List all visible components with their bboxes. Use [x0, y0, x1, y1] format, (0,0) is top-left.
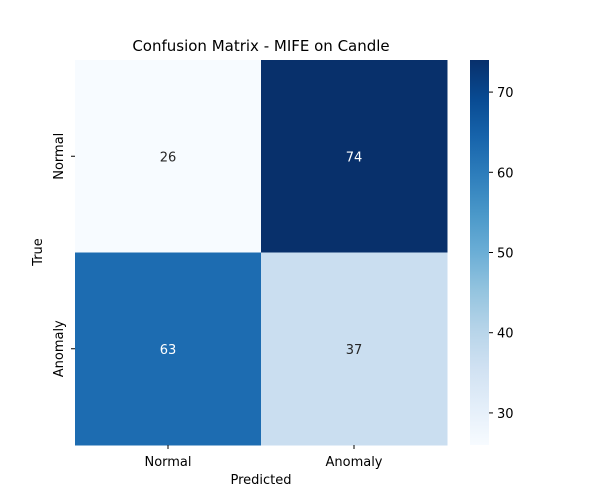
heatmap-cell-r0-c1	[261, 60, 448, 253]
chart-title: Confusion Matrix - MIFE on Candle	[132, 37, 389, 55]
colorbar-tick-label: 60	[497, 166, 514, 181]
y-tick-label: Anomaly	[52, 320, 67, 377]
heatmap-cell-labels: 26 74 63 37	[160, 150, 363, 358]
x-axis: Normal Anomaly	[144, 445, 383, 470]
colorbar-tick-label: 40	[497, 327, 514, 342]
colorbar-tick-label: 70	[497, 86, 514, 101]
y-tick-label: Normal	[52, 133, 67, 180]
x-axis-label: Predicted	[230, 473, 291, 488]
colorbar-gradient	[470, 60, 489, 445]
x-tick-label: Normal	[144, 455, 191, 470]
y-axis: Normal Anomaly	[52, 133, 75, 377]
colorbar: 30 40 50 60 70	[470, 60, 514, 445]
heatmap-cells	[75, 60, 448, 446]
cell-value-label-r1-c1: 37	[346, 343, 363, 358]
y-axis-label: True	[31, 238, 46, 267]
heatmap-cell-r0-c0	[75, 60, 262, 253]
colorbar-tick-label: 50	[497, 247, 514, 262]
x-tick-label: Anomaly	[325, 455, 382, 470]
colorbar-tick-label: 30	[497, 407, 514, 422]
cell-value-label-r1-c0: 63	[160, 343, 177, 358]
cell-value-label-r0-c0: 26	[160, 150, 177, 165]
heatmap-cell-r1-c1	[261, 252, 448, 446]
cell-value-label-r0-c1: 74	[346, 150, 363, 165]
heatmap-cell-r1-c0	[75, 252, 262, 446]
